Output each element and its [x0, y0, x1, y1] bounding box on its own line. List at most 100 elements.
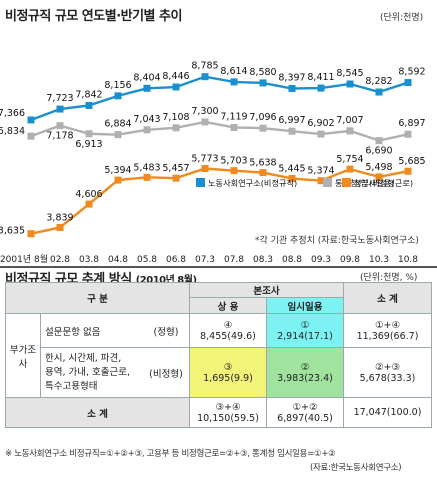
data-label: 5,498 [365, 162, 392, 173]
data-label: 6,913 [75, 139, 102, 150]
data-point [56, 223, 64, 231]
row-group-label: 부가조사 [5, 313, 41, 398]
table-source: (자료:한국노동사회연구소) [310, 463, 402, 473]
data-label: 5,457 [162, 163, 189, 174]
x-tick-label: 03.8 [79, 255, 99, 265]
data-point [56, 122, 64, 130]
chart-divider [0, 266, 437, 268]
data-label: 8,580 [249, 67, 276, 78]
data-label: 8,614 [220, 66, 247, 77]
data-point [85, 130, 93, 138]
data-point [27, 230, 35, 238]
x-tick-label: 09.8 [340, 255, 360, 265]
data-point [27, 132, 35, 140]
data-label: 6,834 [0, 126, 25, 137]
series-line [30, 120, 409, 142]
data-label: 8,282 [365, 76, 392, 87]
data-label: 6,897 [398, 118, 425, 129]
series-line [30, 75, 409, 122]
x-tick-label: 06.8 [166, 255, 186, 265]
data-label: 5,685 [398, 156, 425, 167]
data-point [288, 127, 296, 135]
data-point [404, 130, 412, 138]
table-footnote: ※ 노동사회연구소 비정규직=①+②+③, 고용부 등 비정형근로=②+③, 통… [5, 449, 336, 459]
data-label: 4,606 [75, 189, 102, 200]
cell-r2-c1: ③ 1,695(9.9) [189, 347, 267, 398]
data-point [114, 176, 122, 184]
data-point [346, 165, 354, 173]
x-tick-label: 04.8 [108, 255, 128, 265]
header-sogye: 소 계 [343, 282, 432, 314]
estimation-table: 구 분 본조사 소 계 상 용 임시일용 부가조사 설문문항 없음 (정형) ④… [5, 282, 432, 428]
data-label: 5,754 [336, 154, 363, 165]
x-tick-label: 07.3 [195, 255, 215, 265]
data-point [230, 167, 238, 175]
cell-r3-c3: 17,047(100.0) [343, 397, 432, 428]
data-label: 6,690 [365, 146, 392, 157]
data-point [346, 80, 354, 88]
legend-swatch [196, 178, 205, 187]
row2-label: 한시, 시간제, 파견, 용역, 가내, 호출근로, 특수고용형태 [40, 347, 143, 398]
cell-r1-c3: ①+④ 11,369(66.7) [343, 313, 432, 348]
data-label: 7,723 [46, 93, 73, 104]
x-tick-label: 07.8 [224, 255, 244, 265]
data-point [172, 83, 180, 91]
data-label: 5,638 [249, 158, 276, 169]
x-tick-label: 10.3 [369, 255, 389, 265]
data-label: 7,108 [162, 112, 189, 123]
x-tick-label: 05.8 [137, 255, 157, 265]
data-point [114, 131, 122, 139]
data-label: 8,156 [104, 80, 131, 91]
cell-r2-c3: ②+③ 5,678(33.3) [343, 347, 432, 398]
data-point [172, 124, 180, 132]
data-point [288, 175, 296, 183]
data-label: 7,043 [133, 114, 160, 125]
cell-r1-c2: ① 2,914(17.1) [266, 313, 344, 348]
data-label: 7,096 [249, 112, 276, 123]
data-point [172, 174, 180, 182]
data-label: 5,394 [104, 165, 131, 176]
data-point [259, 169, 267, 177]
cell-r2-c2: ② 3,983(23.4) [266, 347, 344, 398]
data-point [143, 173, 151, 181]
data-label: 3,635 [0, 226, 25, 237]
row2-type: (비정형) [143, 347, 190, 398]
header-gubun: 구 분 [5, 282, 190, 314]
cell-r1-c1: ④ 8,455(49.6) [189, 313, 267, 348]
x-tick-label: 10.8 [398, 255, 418, 265]
data-point [317, 130, 325, 138]
row3-label: 소 계 [5, 397, 190, 428]
legend-label: 통계청(임시일용) [335, 178, 394, 188]
data-label: 3,839 [46, 212, 73, 223]
data-point [375, 137, 383, 145]
data-point [114, 92, 122, 100]
data-label: 7,178 [46, 131, 73, 142]
x-tick-label: 08.8 [282, 255, 302, 265]
data-label: 8,592 [398, 67, 425, 78]
legend-swatch [342, 178, 351, 187]
data-label: 7,366 [0, 108, 25, 119]
header-sangyong: 상 용 [189, 297, 267, 314]
data-point [404, 79, 412, 87]
header-imsi: 임시일용 [266, 297, 344, 314]
data-label: 8,411 [307, 72, 334, 83]
data-label: 7,842 [75, 89, 102, 100]
data-point [288, 85, 296, 93]
x-tick-label: 09.3 [311, 255, 331, 265]
data-point [346, 127, 354, 135]
chart-title: 비정규직 규모 연도별·반기별 추이 [5, 9, 182, 24]
data-label: 5,374 [307, 166, 334, 177]
data-label: 8,545 [336, 68, 363, 79]
data-label: 7,300 [191, 106, 218, 117]
cell-r3-c1: ③+④ 10,150(59.5) [189, 397, 267, 428]
row1-type: (정형) [143, 313, 190, 348]
data-point [201, 118, 209, 126]
data-label: 5,483 [133, 162, 160, 173]
table-unit: (단위:천명, %) [360, 273, 418, 283]
data-label: 6,884 [104, 119, 131, 130]
header-bonjosa: 본조사 [189, 282, 344, 298]
data-point [230, 78, 238, 86]
chart-unit: (단위:천명) [380, 13, 424, 23]
data-label: 5,703 [220, 156, 247, 167]
data-point [143, 84, 151, 92]
